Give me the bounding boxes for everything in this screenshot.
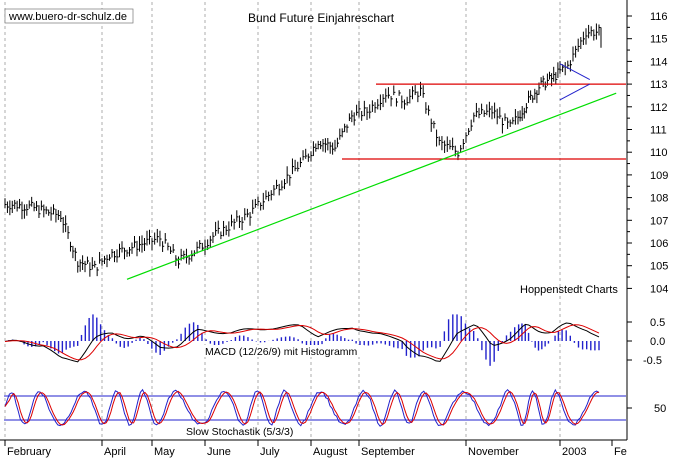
month-label-8: 2003 [562, 446, 586, 458]
price-tick-label-116: 116 [650, 11, 668, 23]
month-label-9: Fe [614, 446, 627, 458]
stochastic-k-line [4, 388, 600, 427]
month-label-3: June [207, 446, 231, 458]
month-label-1: April [104, 446, 126, 458]
month-label-0: February [7, 446, 52, 458]
macd-tick-label-0.5: 0.5 [650, 317, 665, 329]
stochastic-label-bg [184, 426, 298, 437]
month-x-axis: February April May June July August September N… [0, 439, 627, 458]
watermark-box [4, 8, 134, 24]
month-label-4: July [260, 446, 280, 458]
price-tick-label-106: 106 [650, 238, 668, 250]
month-label-6: September [361, 446, 415, 458]
price-tick-label-104: 104 [650, 283, 668, 295]
price-tick-label-108: 108 [650, 193, 668, 205]
month-label-5: August [313, 446, 347, 458]
macd-label-bg [202, 345, 364, 357]
triangle-lower-line [559, 83, 591, 101]
price-tick-label-113: 113 [650, 79, 668, 91]
stochastic-d-line [4, 390, 600, 426]
stochastic-tick-label-50: 50 [654, 403, 666, 415]
macd-tick-label-0: 0.0 [650, 336, 665, 348]
price-tick-label-115: 115 [650, 34, 668, 46]
macd-y-axis: 0.5 0.0 -0.5 [627, 317, 665, 367]
month-gridlines [4, 2, 561, 438]
watermark-text: www.buero-dr-schulz.de [8, 11, 127, 23]
price-tick-label-114: 114 [650, 56, 668, 68]
macd-tick-label--0.5: -0.5 [643, 355, 662, 367]
macd-label: MACD (12/26/9) mit Histogramm [205, 346, 358, 358]
price-tick-label-105: 105 [650, 261, 668, 273]
price-panel [4, 23, 626, 280]
macd-signal-line [4, 324, 600, 361]
stochastic-label: Slow Stochastik (5/3/3) [186, 426, 293, 438]
triangle-upper-line [559, 63, 591, 81]
price-tick-label-109: 109 [650, 170, 668, 182]
price-tick-label-110: 110 [650, 147, 668, 159]
price-tick-label-112: 112 [650, 102, 668, 114]
stochastic-y-axis: 50 [627, 403, 666, 415]
chart-title: Bund Future Einjahreschart [248, 11, 395, 25]
month-label-7: November [468, 446, 519, 458]
month-label-2: May [154, 446, 175, 458]
macd-line [4, 322, 600, 363]
price-y-axis: 104 105 106 107 108 109 110 111 112 113 114 115 116 [626, 0, 668, 440]
stochastic-panel [4, 388, 626, 427]
uptrend-line [126, 92, 617, 280]
source-label: Hoppenstedt Charts [520, 284, 618, 296]
price-tick-label-111: 111 [650, 125, 667, 137]
price-tick-label-107: 107 [650, 215, 668, 227]
macd-panel [4, 314, 600, 366]
